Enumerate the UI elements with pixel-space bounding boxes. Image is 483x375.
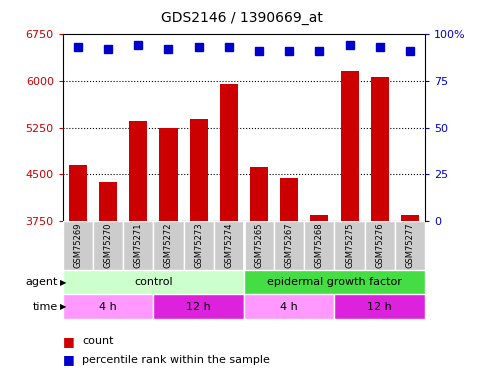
Text: GSM75277: GSM75277 xyxy=(405,223,414,268)
Text: 4 h: 4 h xyxy=(280,302,298,312)
Bar xyxy=(250,167,268,221)
Text: count: count xyxy=(82,336,114,346)
Bar xyxy=(99,182,117,221)
Bar xyxy=(334,221,365,270)
Bar xyxy=(311,215,328,221)
Bar xyxy=(244,294,334,319)
Text: 12 h: 12 h xyxy=(186,302,211,312)
Bar xyxy=(401,215,419,221)
Bar xyxy=(184,221,213,270)
Text: 12 h: 12 h xyxy=(368,302,392,312)
Text: percentile rank within the sample: percentile rank within the sample xyxy=(82,355,270,365)
Text: GSM75273: GSM75273 xyxy=(194,223,203,268)
Text: GDS2146 / 1390669_at: GDS2146 / 1390669_at xyxy=(160,11,323,25)
Bar xyxy=(154,221,184,270)
Text: GSM75269: GSM75269 xyxy=(73,223,83,268)
Bar xyxy=(244,270,425,294)
Bar xyxy=(220,84,238,221)
Bar xyxy=(63,270,244,294)
Bar xyxy=(159,128,178,221)
Bar xyxy=(63,221,93,270)
Text: ▶: ▶ xyxy=(60,302,67,311)
Bar xyxy=(304,221,334,270)
Bar xyxy=(123,221,154,270)
Bar xyxy=(274,221,304,270)
Text: GSM75268: GSM75268 xyxy=(315,223,324,268)
Text: GSM75271: GSM75271 xyxy=(134,223,143,268)
Bar xyxy=(93,221,123,270)
Text: epidermal growth factor: epidermal growth factor xyxy=(267,277,402,287)
Text: ■: ■ xyxy=(63,354,74,366)
Bar xyxy=(129,121,147,221)
Bar xyxy=(371,77,389,221)
Bar xyxy=(189,119,208,221)
Text: agent: agent xyxy=(26,277,58,287)
Text: 4 h: 4 h xyxy=(99,302,117,312)
Bar xyxy=(213,221,244,270)
Text: GSM75272: GSM75272 xyxy=(164,223,173,268)
Bar xyxy=(154,294,244,319)
Bar xyxy=(365,221,395,270)
Text: ▶: ▶ xyxy=(60,278,67,286)
Text: time: time xyxy=(33,302,58,312)
Bar xyxy=(280,177,298,221)
Text: GSM75274: GSM75274 xyxy=(224,223,233,268)
Text: GSM75265: GSM75265 xyxy=(255,223,264,268)
Text: GSM75267: GSM75267 xyxy=(284,223,294,268)
Text: GSM75270: GSM75270 xyxy=(103,223,113,268)
Bar xyxy=(63,294,154,319)
Text: ■: ■ xyxy=(63,335,74,348)
Bar xyxy=(69,165,87,221)
Bar xyxy=(341,71,358,221)
Bar xyxy=(244,221,274,270)
Bar xyxy=(334,294,425,319)
Text: GSM75276: GSM75276 xyxy=(375,223,384,268)
Bar xyxy=(395,221,425,270)
Text: control: control xyxy=(134,277,172,287)
Text: GSM75275: GSM75275 xyxy=(345,223,354,268)
